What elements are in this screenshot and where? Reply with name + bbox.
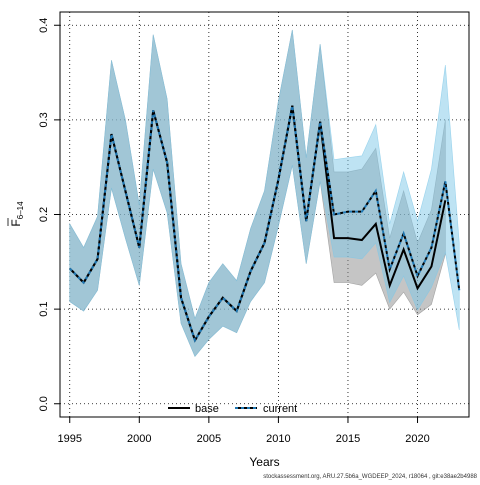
line-current <box>69 105 461 343</box>
confidence-bands <box>69 29 460 358</box>
y-axis-title: F6–14 <box>7 201 25 227</box>
y-tick-label: 0.3 <box>38 112 50 127</box>
y-tick-label: 0.0 <box>38 396 50 411</box>
y-axis-title-sub: 6–14 <box>16 201 25 219</box>
y-axis: 0.0 0.1 0.2 0.3 0.4 <box>38 18 60 411</box>
x-tick-label: 2015 <box>336 433 360 445</box>
x-tick-label: 1995 <box>57 433 81 445</box>
legend-label-base: base <box>195 403 219 415</box>
x-tick-label: 2005 <box>197 433 221 445</box>
y-axis-title-main: F <box>9 219 23 226</box>
series-lines <box>69 105 461 343</box>
band-current <box>69 29 460 358</box>
x-tick-label: 2020 <box>405 433 429 445</box>
x-tick-label: 2010 <box>266 433 290 445</box>
y-tick-label: 0.2 <box>38 207 50 222</box>
x-tick-label: 2000 <box>127 433 151 445</box>
legend: base current <box>168 403 297 415</box>
legend-label-current: current <box>263 403 297 415</box>
footer-text: stockassessment.org, ARU.27.5b6a_WGDEEP_… <box>263 474 477 480</box>
line-current-under <box>69 105 461 343</box>
x-axis-title: Years <box>249 455 279 469</box>
x-axis: 1995 2000 2005 2010 2015 2020 <box>57 417 430 445</box>
svg-text:F6–14: F6–14 <box>9 201 25 227</box>
y-tick-label: 0.1 <box>38 301 50 316</box>
y-tick-label: 0.4 <box>38 18 50 33</box>
